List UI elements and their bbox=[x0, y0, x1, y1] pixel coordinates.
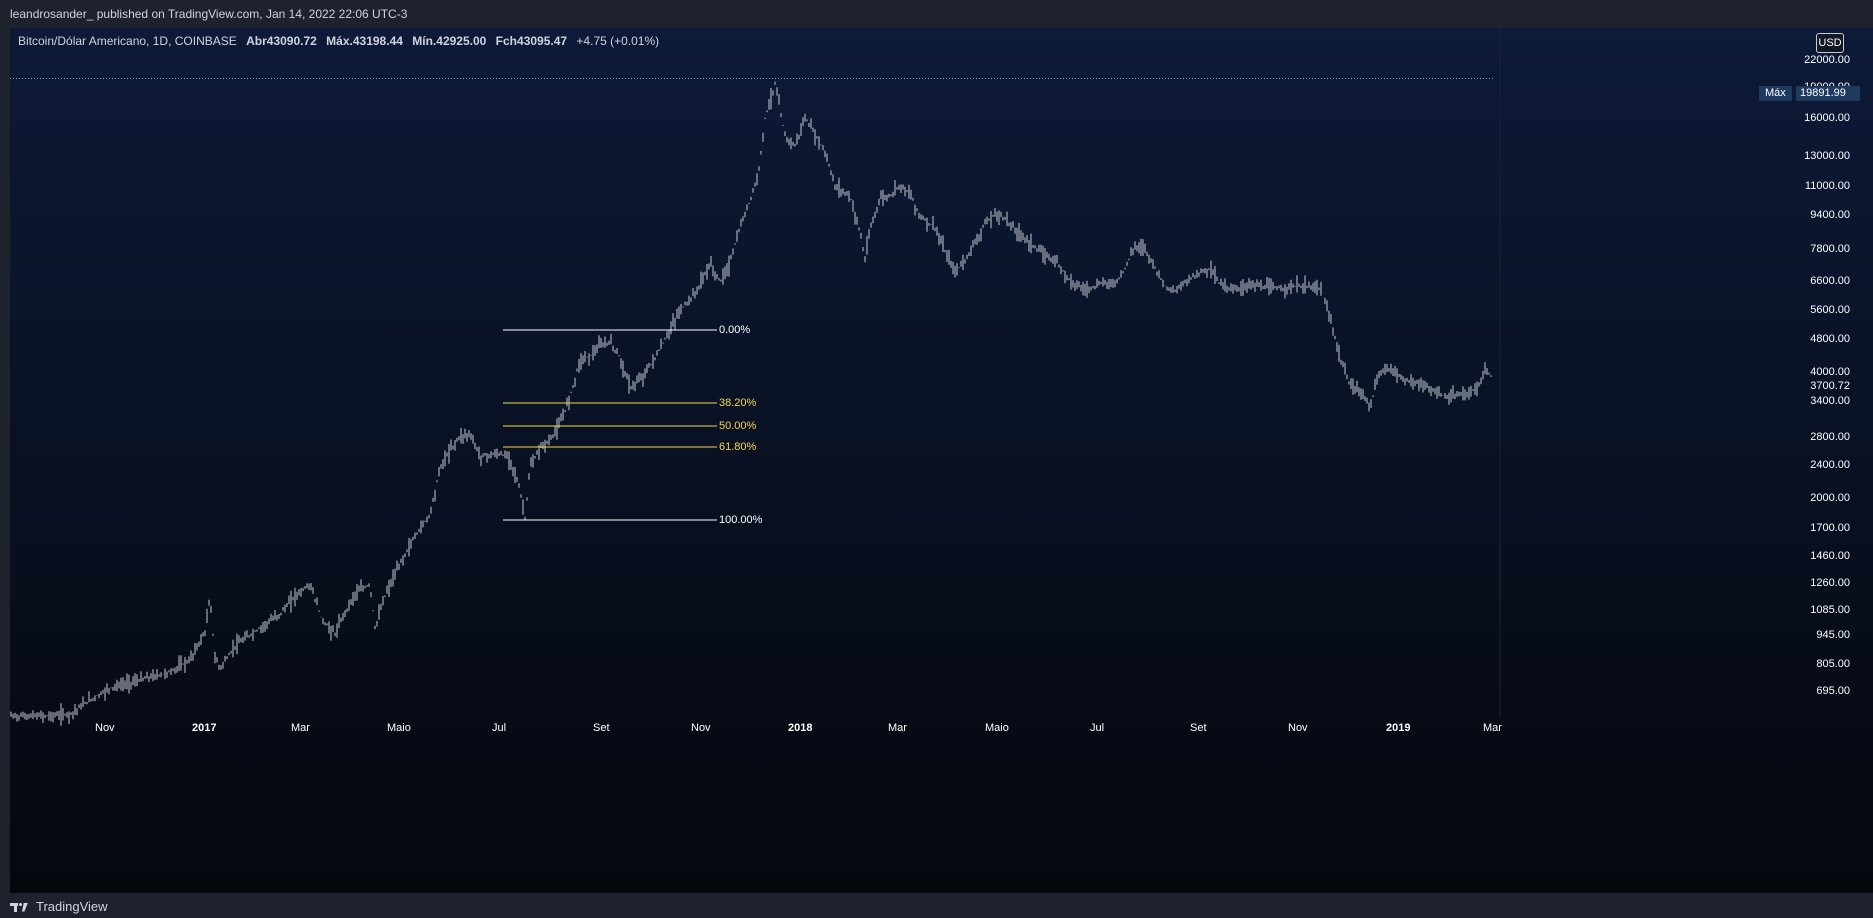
fib-label-38: 38.20% bbox=[719, 397, 757, 409]
price-chart[interactable]: 0.00% 38.20% 50.00% 61.80% 100.00% 22000… bbox=[10, 28, 1873, 893]
close-value: Fch43095.47 bbox=[495, 34, 568, 48]
brand-name: TradingView bbox=[36, 899, 108, 914]
time-tick: Jul bbox=[1090, 722, 1104, 734]
time-scale: Nov 2017 Mar Maio Jul Set Nov 2018 Mar M… bbox=[95, 722, 1502, 734]
time-tick: Maio bbox=[387, 722, 411, 734]
fib-label-61: 61.80% bbox=[719, 441, 757, 453]
time-tick: Mar bbox=[888, 722, 907, 734]
price-tick: 3400.00 bbox=[1810, 395, 1850, 407]
fib-label-0: 0.00% bbox=[719, 324, 750, 336]
price-tick: 2800.00 bbox=[1810, 431, 1850, 443]
last-price: 3700.72 bbox=[1810, 380, 1850, 392]
currency-button[interactable]: USD bbox=[1816, 33, 1844, 53]
change-value: +4.75 (+0.01%) bbox=[576, 34, 660, 48]
time-tick: Jul bbox=[492, 722, 506, 734]
price-tick: 7800.00 bbox=[1810, 243, 1850, 255]
price-tick: 4800.00 bbox=[1810, 333, 1850, 345]
price-tick: 5600.00 bbox=[1810, 304, 1850, 316]
fibonacci-retracement: 0.00% 38.20% 50.00% 61.80% 100.00% bbox=[503, 324, 763, 526]
price-tick: 1260.00 bbox=[1810, 577, 1850, 589]
price-bars bbox=[10, 81, 1492, 726]
time-tick: Nov bbox=[691, 722, 711, 734]
time-tick: Maio bbox=[985, 722, 1009, 734]
price-tick: 6600.00 bbox=[1810, 275, 1850, 287]
fib-label-50: 50.00% bbox=[719, 420, 757, 432]
time-tick: 2019 bbox=[1386, 722, 1410, 734]
publish-bar: leandrosander_ published on TradingView.… bbox=[0, 0, 1873, 28]
low-value: Mín.42925.00 bbox=[412, 34, 487, 48]
price-tick: 695.00 bbox=[1816, 685, 1850, 697]
time-tick: Set bbox=[1190, 722, 1207, 734]
symbol-info: Bitcoin/Dólar Americano, 1D, COINBASE Ab… bbox=[18, 34, 665, 48]
price-tick: 9400.00 bbox=[1810, 209, 1850, 221]
price-tick: 1460.00 bbox=[1810, 550, 1850, 562]
price-tick: 2000.00 bbox=[1810, 492, 1850, 504]
price-tick: 945.00 bbox=[1816, 629, 1850, 641]
fib-label-100: 100.00% bbox=[719, 514, 763, 526]
time-tick: Nov bbox=[95, 722, 115, 734]
price-tick: 2400.00 bbox=[1810, 459, 1850, 471]
open-value: Abr43090.72 bbox=[246, 34, 317, 48]
price-tick: 13000.00 bbox=[1804, 150, 1850, 162]
symbol-name: Bitcoin/Dólar Americano, 1D, COINBASE bbox=[18, 34, 237, 48]
price-scale-bg bbox=[1500, 28, 1873, 893]
footer-bar: TradingView bbox=[0, 893, 1873, 918]
time-tick: Set bbox=[593, 722, 610, 734]
time-tick: 2018 bbox=[788, 722, 812, 734]
time-tick: Mar bbox=[291, 722, 310, 734]
price-tick: 1700.00 bbox=[1810, 522, 1850, 534]
price-tick: 4000.00 bbox=[1810, 366, 1850, 378]
tradingview-logo[interactable]: TradingView bbox=[10, 899, 108, 914]
price-tick: 805.00 bbox=[1816, 658, 1850, 670]
tradingview-icon bbox=[10, 901, 30, 913]
price-tick: 22000.00 bbox=[1804, 54, 1850, 66]
max-label: Máx bbox=[1759, 86, 1792, 101]
high-value: Máx.43198.44 bbox=[326, 34, 403, 48]
publish-info: leandrosander_ published on TradingView.… bbox=[10, 7, 408, 21]
max-price-badge: 19891.99 bbox=[1796, 86, 1860, 101]
price-tick: 16000.00 bbox=[1804, 112, 1850, 124]
price-tick: 1085.00 bbox=[1810, 604, 1850, 616]
time-tick: Nov bbox=[1288, 722, 1308, 734]
time-tick: Mar bbox=[1483, 722, 1502, 734]
price-tick: 11000.00 bbox=[1805, 180, 1850, 192]
time-tick: 2017 bbox=[192, 722, 216, 734]
